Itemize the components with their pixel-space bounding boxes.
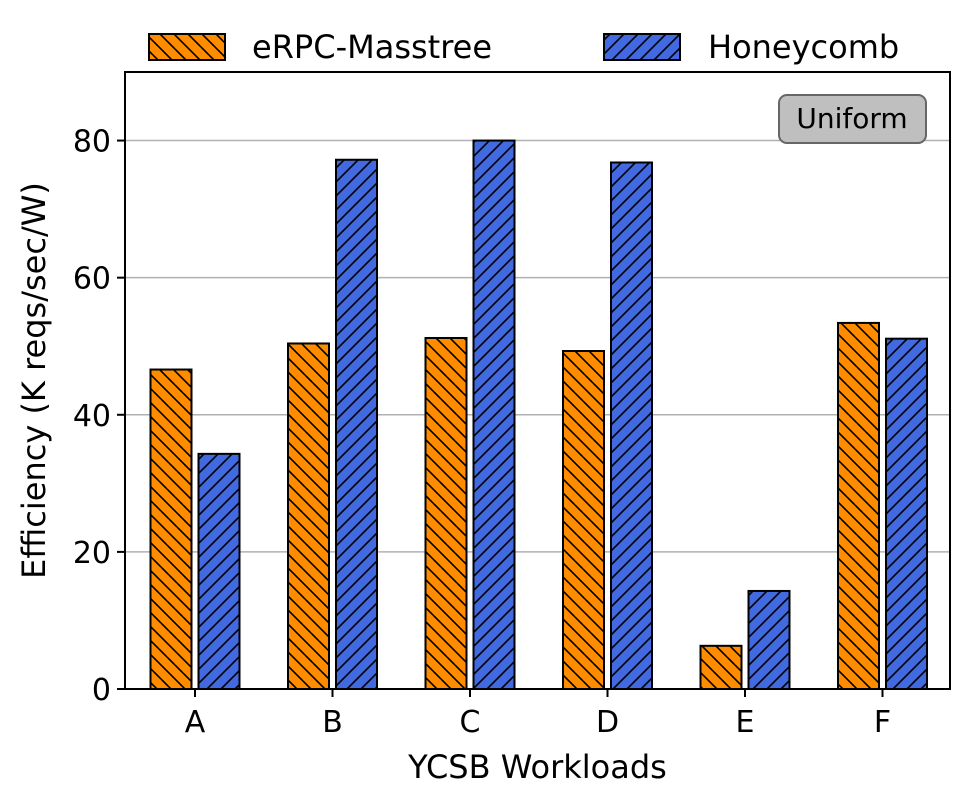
legend-swatch-hatch-honeycomb xyxy=(604,34,680,60)
bar-hatch-erpc-masstree-d xyxy=(562,350,605,690)
bar-hatch-erpc-masstree-f xyxy=(837,321,880,690)
y-tick-label: 0 xyxy=(92,673,111,708)
x-tick-label-b: B xyxy=(322,705,343,740)
bar-hatch-honeycomb-d xyxy=(610,161,653,690)
y-axis-title: Efficiency (K reqs/sec/W) xyxy=(15,182,53,579)
annotation-background xyxy=(778,94,927,144)
bars xyxy=(149,139,928,691)
annotation-box: Uniform xyxy=(778,94,927,144)
x-tick-label-c: C xyxy=(460,705,481,740)
legend-swatch-hatch-erpc-masstree xyxy=(149,34,225,60)
bar-hatch-erpc-masstree-b xyxy=(287,342,330,690)
y-tick-label: 80 xyxy=(73,125,111,160)
bar-hatch-honeycomb-b xyxy=(335,158,378,691)
annotation-label: Uniform xyxy=(796,102,907,135)
bar-hatch-erpc-masstree-a xyxy=(149,368,193,690)
bar-hatch-honeycomb-f xyxy=(885,337,928,690)
bar-hatch-honeycomb-a xyxy=(197,452,241,690)
bar-hatch-honeycomb-e xyxy=(747,589,791,691)
x-tick-label-e: E xyxy=(736,705,755,740)
bar-hatch-honeycomb-c xyxy=(472,139,516,691)
x-axis-title: YCSB Workloads xyxy=(407,748,667,786)
y-tick-label: 60 xyxy=(73,262,111,297)
y-axis-ticks: 0 20 40 60 80 xyxy=(73,125,125,708)
legend-label-honeycomb: Honeycomb xyxy=(708,28,899,66)
y-tick-label: 20 xyxy=(73,536,111,571)
bar-hatch-erpc-masstree-c xyxy=(424,336,468,690)
gridlines xyxy=(125,139,950,553)
x-tick-label-f: F xyxy=(874,705,891,740)
plot-frame xyxy=(124,71,951,690)
legend-label-erpc-masstree: eRPC-Masstree xyxy=(252,28,492,66)
bar-hatch-erpc-masstree-e xyxy=(699,644,743,690)
legend: eRPC-Masstree Honeycomb xyxy=(148,28,899,66)
y-tick-label: 40 xyxy=(73,399,111,434)
x-axis-ticks: A B C D E F xyxy=(185,689,891,740)
x-tick-label-d: D xyxy=(596,705,619,740)
x-tick-label-a: A xyxy=(185,705,206,740)
